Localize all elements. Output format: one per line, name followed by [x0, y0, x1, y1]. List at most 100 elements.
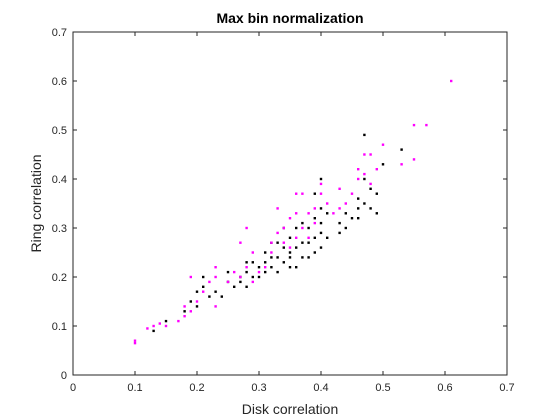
data-point-black: [288, 266, 292, 269]
data-point-magenta: [202, 290, 205, 293]
data-point-magenta: [295, 192, 298, 195]
x-tick-label: 0.2: [189, 382, 204, 394]
data-point-black: [363, 133, 366, 137]
data-point-black: [183, 310, 186, 313]
data-point-magenta: [295, 236, 298, 239]
data-point-black: [270, 256, 273, 259]
data-point-black: [270, 266, 273, 269]
data-point-black: [202, 285, 205, 288]
data-point-magenta: [276, 207, 279, 210]
data-point-black: [326, 236, 329, 239]
data-point-black: [226, 270, 230, 274]
data-point-black: [363, 177, 366, 181]
data-point-magenta: [133, 339, 137, 342]
data-point-black: [301, 241, 304, 244]
data-point-magenta: [226, 280, 230, 284]
data-point-black: [282, 246, 285, 249]
data-point-black: [264, 251, 267, 254]
data-point-magenta: [357, 177, 360, 181]
data-point-black: [313, 236, 316, 239]
data-point-black: [208, 295, 211, 298]
data-point-magenta: [251, 280, 254, 284]
data-point-black: [357, 217, 360, 220]
y-tick-label: 0.7: [52, 27, 67, 39]
data-point-black: [363, 202, 366, 205]
data-point-black: [344, 226, 347, 230]
data-point-black: [319, 246, 323, 249]
data-point-black: [288, 251, 292, 254]
data-point-magenta: [332, 212, 335, 215]
data-point-magenta: [183, 315, 186, 318]
y-tick-label: 0.3: [52, 223, 67, 235]
data-point-black: [264, 261, 267, 264]
data-point-black: [344, 212, 347, 215]
data-point-magenta: [133, 341, 137, 345]
y-tick-label: 0: [61, 370, 67, 382]
data-point-magenta: [276, 231, 279, 235]
data-point-magenta: [239, 241, 242, 244]
data-point-magenta: [295, 212, 298, 215]
data-point-black: [338, 221, 341, 225]
data-point-magenta: [375, 168, 378, 171]
data-point-black: [307, 226, 310, 230]
data-point-magenta: [301, 192, 304, 195]
data-point-magenta: [214, 305, 217, 308]
data-point-black: [319, 231, 323, 235]
data-point-black: [313, 192, 316, 195]
data-point-black: [357, 207, 360, 210]
data-point-black: [276, 241, 279, 244]
data-point-black: [369, 187, 372, 190]
data-point-magenta: [214, 266, 217, 269]
axis-ticks: 0 0.1 0.2 0.3 0.4 0.5 0.6 0.7 0 0.1 0.2 0.3 0.4 0.5 0.…: [52, 27, 515, 394]
data-point-black: [313, 251, 316, 254]
data-point-magenta: [177, 319, 180, 323]
data-point-black: [357, 197, 360, 200]
axes-box: [72, 31, 508, 376]
data-point-black: [375, 192, 378, 195]
data-point-magenta: [245, 226, 248, 230]
data-point-magenta: [152, 324, 155, 328]
data-point-black: [264, 270, 267, 274]
data-point-black: [251, 261, 254, 264]
data-point-magenta: [338, 207, 341, 210]
data-point-magenta: [313, 221, 316, 225]
data-point-black: [326, 212, 329, 215]
y-tick-label: 0.4: [52, 174, 67, 186]
data-point-black: [375, 212, 378, 215]
y-axis-label: Ring correlation: [28, 154, 44, 252]
y-tick-label: 0.2: [52, 272, 67, 284]
x-tick-label: 0.1: [127, 382, 142, 394]
data-point-magenta: [363, 172, 366, 176]
y-tick-label: 0.6: [52, 76, 67, 88]
x-tick-label: 0.5: [375, 382, 390, 394]
data-point-black: [245, 261, 248, 264]
data-point-magenta: [239, 275, 242, 279]
data-point-magenta: [214, 275, 217, 279]
data-point-black: [257, 266, 261, 269]
data-point-magenta: [369, 153, 372, 156]
data-point-magenta: [319, 192, 323, 195]
data-point-black: [288, 256, 292, 259]
data-point-magenta: [270, 241, 273, 244]
data-point-black: [288, 236, 292, 239]
y-tick-label: 0.1: [52, 321, 67, 333]
data-point-magenta: [158, 322, 161, 325]
data-point-magenta: [307, 212, 310, 215]
data-point-magenta: [344, 202, 347, 205]
data-point-magenta: [350, 192, 354, 195]
data-point-black: [282, 261, 285, 264]
data-point-magenta: [195, 300, 199, 303]
data-point-magenta: [412, 123, 416, 127]
data-point-magenta: [251, 251, 254, 254]
data-point-black: [338, 231, 341, 235]
data-point-black: [307, 256, 310, 259]
data-point-black: [195, 305, 199, 308]
data-point-black: [381, 163, 385, 166]
x-tick-label: 0.7: [499, 382, 514, 394]
data-point-magenta: [288, 246, 292, 249]
x-tick-label: 0.3: [251, 382, 266, 394]
data-point-black: [257, 275, 261, 279]
data-point-black: [239, 280, 242, 284]
data-point-black: [214, 290, 217, 293]
